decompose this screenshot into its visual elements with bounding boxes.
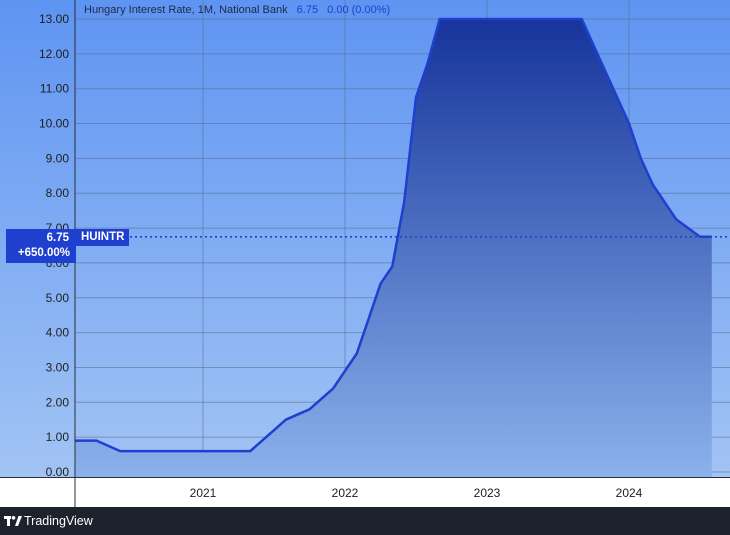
legend-change: 0.00 (0.00%) (327, 4, 391, 16)
series-line (75, 17, 712, 453)
y-tick-label: 0.00 (46, 465, 70, 479)
y-tick-label: 9.00 (46, 151, 70, 165)
chart-canvas[interactable]: 0.001.002.003.004.005.006.007.008.009.00… (0, 0, 730, 507)
y-tick-label: 10.00 (39, 117, 69, 131)
x-tick-label: 2023 (474, 486, 501, 500)
y-tick-label: 8.00 (46, 186, 70, 200)
chart-legend: Hungary Interest Rate, 1M, National Bank… (84, 4, 390, 16)
time-axis[interactable]: 2021 2022 2023 2024 (190, 486, 643, 500)
last-price-change: +650.00% (17, 247, 70, 259)
symbol-label: HUINTR (76, 229, 130, 246)
tradingview-logo-icon[interactable] (4, 515, 22, 527)
y-tick-label: 4.00 (46, 326, 70, 340)
tradingview-brand[interactable]: TradingView (24, 514, 93, 528)
footer-bar: TradingView (0, 507, 730, 535)
y-tick-label: 11.00 (40, 82, 69, 96)
y-tick-label: 3.00 (46, 360, 70, 374)
y-tick-label: 5.00 (46, 291, 70, 305)
last-price-label: 6.75 +650.00% (6, 229, 76, 263)
x-tick-label: 2022 (332, 486, 359, 500)
series-area (75, 19, 712, 477)
y-tick-label: 1.00 (46, 430, 70, 444)
time-axis-pane[interactable] (0, 477, 730, 507)
last-price-value: 6.75 (46, 232, 69, 244)
legend-title: Hungary Interest Rate, 1M, National Bank (84, 4, 288, 16)
x-tick-label: 2021 (190, 486, 217, 500)
x-tick-label: 2024 (616, 486, 643, 500)
y-tick-label: 12.00 (39, 47, 69, 61)
y-tick-label: 2.00 (46, 395, 70, 409)
legend-last-value: 6.75 (296, 4, 319, 16)
y-tick-label: 13.00 (39, 12, 69, 26)
